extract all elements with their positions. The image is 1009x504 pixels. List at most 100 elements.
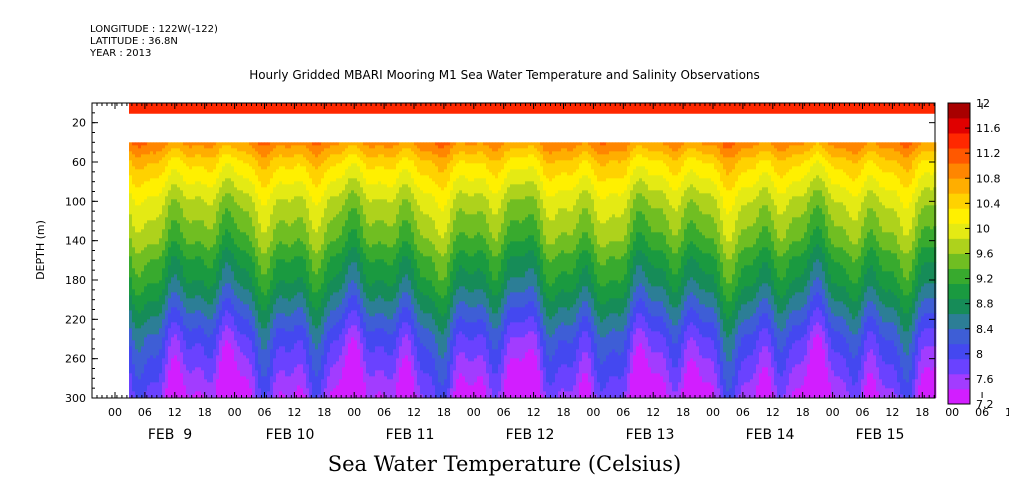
field-column <box>570 142 574 398</box>
field-column <box>783 142 787 398</box>
field-column <box>444 142 448 398</box>
field-column <box>780 142 784 398</box>
y-tick-label: 20 <box>72 117 86 130</box>
field-column <box>906 142 910 398</box>
field-column <box>462 142 466 398</box>
field-column <box>393 142 397 398</box>
field-column <box>864 142 868 398</box>
field-column <box>669 142 673 398</box>
colorbar-swatch <box>948 328 970 345</box>
y-tick-label: 100 <box>65 195 86 208</box>
x-day-label: FEB 12 <box>506 427 555 443</box>
field-column <box>765 142 769 398</box>
field-column <box>216 142 220 398</box>
field-column <box>498 142 502 398</box>
colorbar-tick-label: 11.6 <box>976 122 1001 135</box>
field-column <box>147 142 151 398</box>
field-column <box>450 142 454 398</box>
field-column <box>771 142 775 398</box>
field-column <box>141 142 145 398</box>
field-column <box>825 142 829 398</box>
field-column <box>153 142 157 398</box>
colorbar-swatch <box>948 373 970 390</box>
field-column <box>630 142 634 398</box>
field-column <box>402 142 406 398</box>
field-column <box>144 142 148 398</box>
field-column <box>807 142 811 398</box>
field-column <box>870 142 874 398</box>
field-column <box>249 142 253 398</box>
x-hour-label: 00 <box>706 406 720 419</box>
field-column <box>447 142 451 398</box>
field-column <box>177 142 181 398</box>
field-column <box>345 142 349 398</box>
field-column <box>840 142 844 398</box>
field-column <box>924 142 928 398</box>
field-column <box>693 142 697 398</box>
field-column <box>525 142 529 398</box>
field-column <box>510 142 514 398</box>
field-column <box>678 142 682 398</box>
field-column <box>546 142 550 398</box>
field-column <box>519 142 523 398</box>
field-column <box>822 142 826 398</box>
x-day-label: FEB 13 <box>626 427 675 443</box>
field-column <box>609 142 613 398</box>
field-column <box>639 142 643 398</box>
field-column <box>474 142 478 398</box>
field-column <box>381 142 385 398</box>
x-hour-label: 12 <box>885 406 899 419</box>
x-hour-label: 06 <box>616 406 630 419</box>
field-column <box>675 142 679 398</box>
field-column <box>921 142 925 398</box>
colorbar-swatch <box>948 358 970 375</box>
field-column <box>858 142 862 398</box>
field-column <box>534 142 538 398</box>
field-column <box>186 142 190 398</box>
field-column <box>528 142 532 398</box>
field-column <box>699 142 703 398</box>
field-column <box>327 142 331 398</box>
field-column <box>774 142 778 398</box>
field-column <box>789 142 793 398</box>
field-column <box>129 142 133 398</box>
field-column <box>882 142 886 398</box>
field-column <box>624 142 628 398</box>
field-column <box>276 142 280 398</box>
field-column <box>627 142 631 398</box>
field-column <box>261 142 265 398</box>
x-hour-label: 12 <box>646 406 660 419</box>
field-column <box>492 142 496 398</box>
field-column <box>516 142 520 398</box>
x-hour-label: 00 <box>108 406 122 419</box>
field-column <box>918 142 922 398</box>
field-column <box>843 142 847 398</box>
field-column <box>324 142 328 398</box>
field-column <box>213 142 217 398</box>
field-column <box>726 142 730 398</box>
field-column <box>225 142 229 398</box>
field-column <box>507 142 511 398</box>
field-column <box>384 142 388 398</box>
field-column <box>204 142 208 398</box>
field-column <box>786 142 790 398</box>
field-column <box>666 142 670 398</box>
field-column <box>456 142 460 398</box>
field-column <box>648 142 652 398</box>
field-column <box>741 142 745 398</box>
x-hour-label: 00 <box>347 406 361 419</box>
field-column <box>264 142 268 398</box>
field-column <box>318 142 322 398</box>
field-column <box>300 142 304 398</box>
field-column <box>810 142 814 398</box>
field-column <box>210 142 214 398</box>
field-column <box>819 142 823 398</box>
field-column <box>654 142 658 398</box>
colorbar-tick-label: 11.2 <box>976 147 1001 160</box>
field-column <box>399 142 403 398</box>
field-column <box>312 142 316 398</box>
field-column <box>522 142 526 398</box>
y-axis-label: DEPTH (m) <box>34 220 47 280</box>
field-column <box>297 142 301 398</box>
x-hour-label: 12 <box>407 406 421 419</box>
